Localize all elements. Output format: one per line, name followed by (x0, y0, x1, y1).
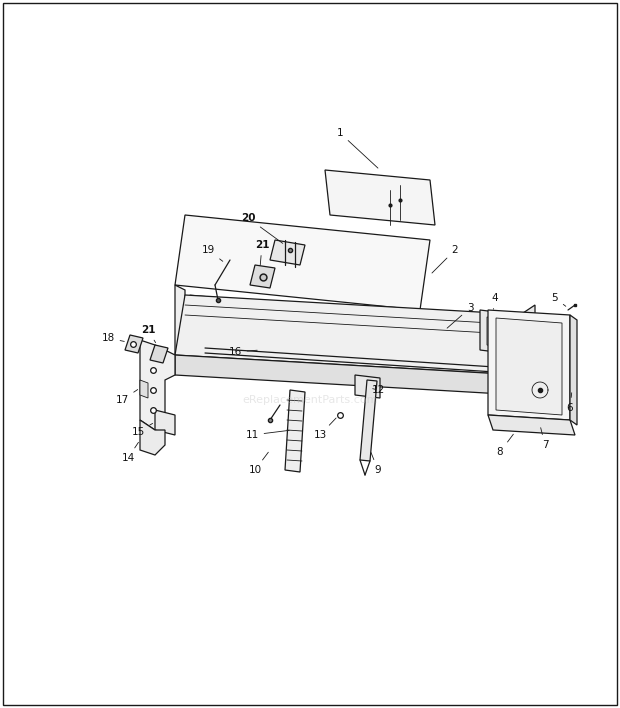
Polygon shape (325, 170, 435, 225)
Text: 13: 13 (313, 418, 336, 440)
Text: eReplacementParts.com: eReplacementParts.com (242, 395, 378, 405)
Text: 2: 2 (432, 245, 458, 273)
Polygon shape (360, 380, 377, 461)
Text: 7: 7 (541, 428, 548, 450)
Polygon shape (488, 415, 575, 435)
Text: 10: 10 (249, 452, 268, 475)
Text: 17: 17 (115, 389, 138, 405)
Polygon shape (125, 335, 143, 353)
Text: 6: 6 (567, 393, 574, 413)
Text: 8: 8 (497, 434, 513, 457)
Polygon shape (270, 240, 305, 265)
Text: 14: 14 (122, 442, 138, 463)
Text: 5: 5 (552, 293, 566, 307)
Text: 4: 4 (492, 293, 498, 309)
Text: 18: 18 (102, 333, 124, 343)
Polygon shape (140, 340, 175, 430)
Polygon shape (355, 375, 380, 398)
Text: 19: 19 (202, 245, 223, 261)
Polygon shape (285, 390, 305, 472)
Polygon shape (175, 295, 530, 375)
Polygon shape (175, 215, 430, 310)
Text: 9: 9 (371, 452, 381, 475)
Polygon shape (140, 420, 165, 455)
Polygon shape (487, 317, 513, 349)
Text: 11: 11 (246, 430, 290, 440)
Polygon shape (496, 318, 562, 415)
Polygon shape (488, 310, 570, 420)
Polygon shape (250, 265, 275, 288)
Text: 1: 1 (337, 128, 378, 168)
Text: 12: 12 (371, 385, 384, 395)
Text: 3: 3 (447, 303, 473, 329)
Polygon shape (150, 345, 168, 363)
Text: 21: 21 (255, 240, 269, 266)
Polygon shape (480, 310, 520, 355)
Polygon shape (175, 285, 185, 365)
Text: 21: 21 (141, 325, 156, 343)
Polygon shape (140, 380, 148, 398)
Polygon shape (520, 305, 535, 395)
Text: 15: 15 (131, 423, 153, 437)
Polygon shape (155, 410, 175, 435)
Text: 20: 20 (241, 213, 283, 244)
Polygon shape (570, 315, 577, 425)
Text: 16: 16 (228, 347, 257, 357)
Polygon shape (175, 355, 520, 395)
